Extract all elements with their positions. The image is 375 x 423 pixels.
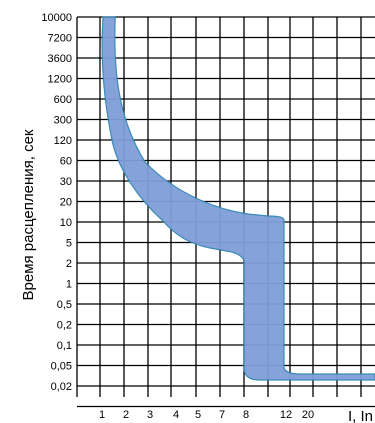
- x-tick-label: 7: [219, 409, 225, 421]
- y-tick-label: 0,1: [57, 340, 72, 352]
- x-tick-label: 8: [243, 409, 249, 421]
- x-tick-label: 5: [195, 409, 201, 421]
- x-axis-ticks: 1 2 3 4 5 7 8 12 20: [99, 409, 314, 421]
- y-tick-label: 7200: [48, 33, 72, 45]
- y-tick-label: 2: [66, 258, 72, 270]
- x-tick-label: 2: [123, 409, 129, 421]
- y-tick-label: 1: [66, 279, 72, 291]
- y-tick-label: 30: [60, 176, 72, 188]
- y-axis-ticks: 10000 7200 3600 1200 600 300 120 60 30 20 10 5 2 1 0,5…: [41, 12, 72, 393]
- y-tick-label: 1200: [48, 74, 72, 86]
- x-tick-label: 12: [280, 409, 292, 421]
- x-tick-label: 3: [147, 409, 153, 421]
- y-tick-label: 300: [54, 115, 72, 127]
- x-axis-label: I, In: [348, 408, 373, 423]
- y-tick-label: 0,05: [51, 361, 72, 373]
- x-tick-label: 20: [302, 409, 314, 421]
- y-tick-label: 20: [60, 197, 72, 209]
- y-tick-label: 120: [54, 135, 72, 147]
- x-tick-label: 1: [99, 409, 105, 421]
- y-tick-label: 0,2: [57, 320, 72, 332]
- y-axis-label: Время расцепления, сек: [20, 129, 37, 300]
- y-tick-label: 10: [60, 217, 72, 229]
- y-tick-label: 60: [60, 156, 72, 168]
- y-tick-label: 0,5: [57, 299, 72, 311]
- y-tick-label: 600: [54, 94, 72, 106]
- y-tick-label: 3600: [48, 53, 72, 65]
- x-tick-label: 4: [173, 409, 179, 421]
- y-tick-label: 10000: [41, 12, 72, 24]
- y-tick-label: 5: [66, 238, 72, 250]
- trip-curve-band: [101, 16, 375, 381]
- y-tick-label: 0,02: [51, 381, 72, 393]
